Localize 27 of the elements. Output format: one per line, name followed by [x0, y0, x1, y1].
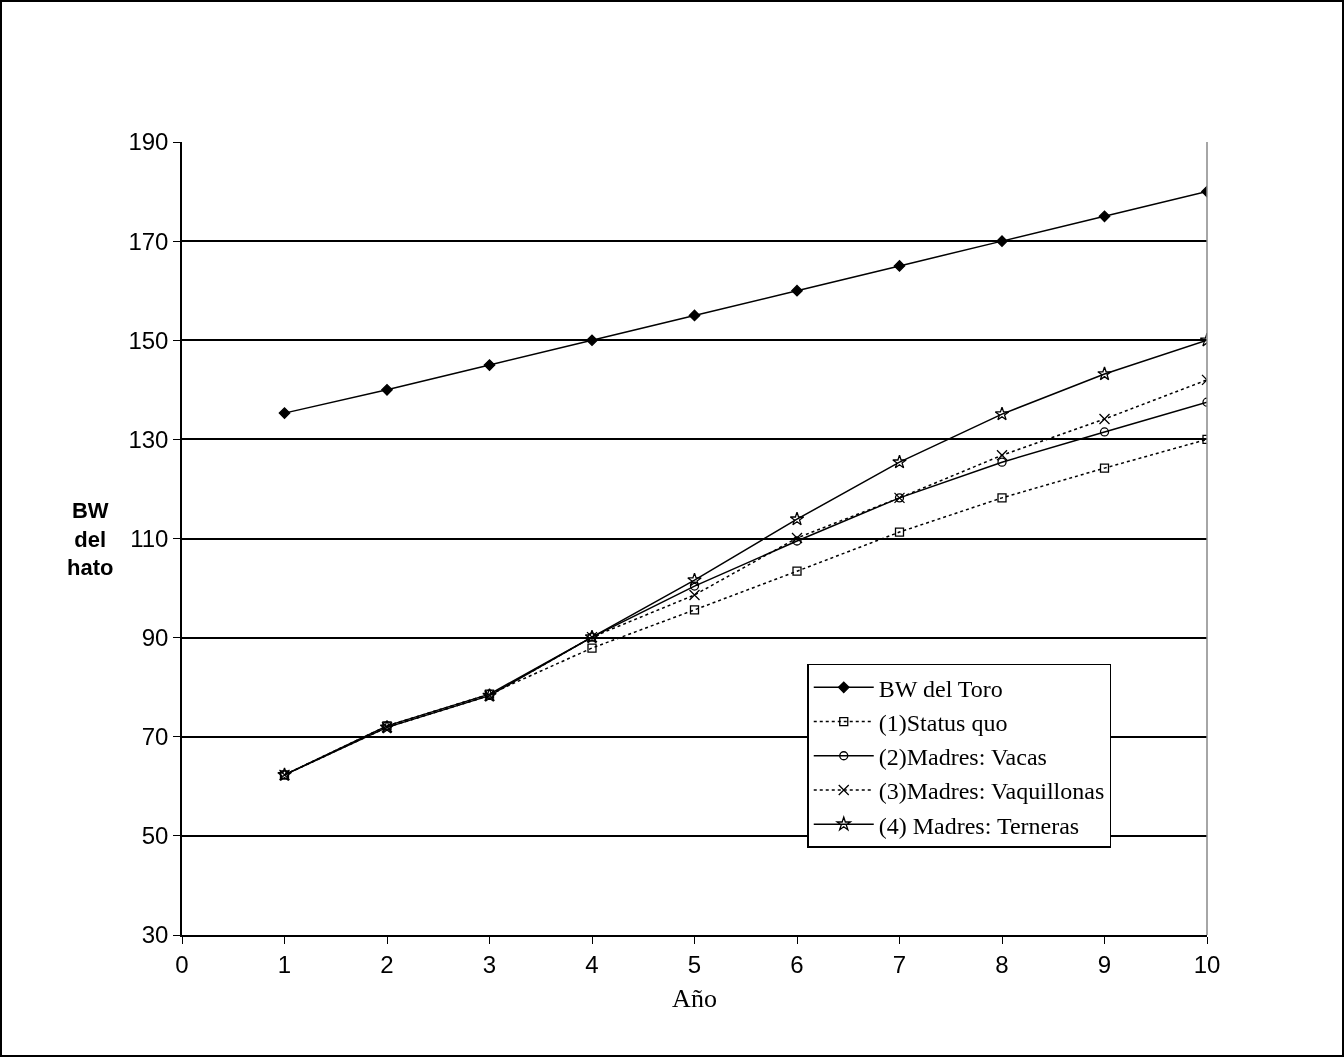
x-tick-label: 10 [1193, 950, 1221, 978]
y-tick-label: 90 [141, 624, 169, 652]
y-tick-label: 30 [141, 921, 169, 949]
x-tick-label: 7 [892, 950, 907, 978]
x-tick-label: 4 [585, 950, 599, 978]
legend-label: (4) Madres: Terneras [878, 812, 1080, 839]
y-tick-label: 150 [128, 326, 169, 354]
x-tick-label: 0 [175, 950, 189, 978]
x-tick-label: 1 [277, 950, 292, 978]
x-axis-title: Año [672, 983, 717, 1013]
y-tick-label: 190 [128, 128, 169, 156]
x-tick-label: 6 [790, 950, 804, 978]
x-tick-label: 3 [482, 950, 497, 978]
y-tick-label: 110 [130, 524, 169, 552]
x-tick-label: 8 [995, 950, 1009, 978]
legend-label: (1)Status quo [878, 709, 1008, 736]
legend-label: BW del Toro [878, 675, 1003, 702]
x-tick-label: 2 [380, 950, 394, 978]
y-axis-title: BW del hato [67, 498, 114, 581]
x-tick-label: 9 [1097, 950, 1112, 978]
x-tick-label: 5 [687, 950, 702, 978]
legend-label: (2)Madres: Vacas [878, 744, 1047, 771]
y-tick-label: 130 [128, 425, 169, 453]
y-tick-label: 170 [128, 227, 169, 255]
y-tick-label: 70 [141, 723, 169, 751]
y-tick-label: 50 [141, 822, 169, 850]
legend-label: (3)Madres: Vaquillonas [878, 778, 1105, 805]
